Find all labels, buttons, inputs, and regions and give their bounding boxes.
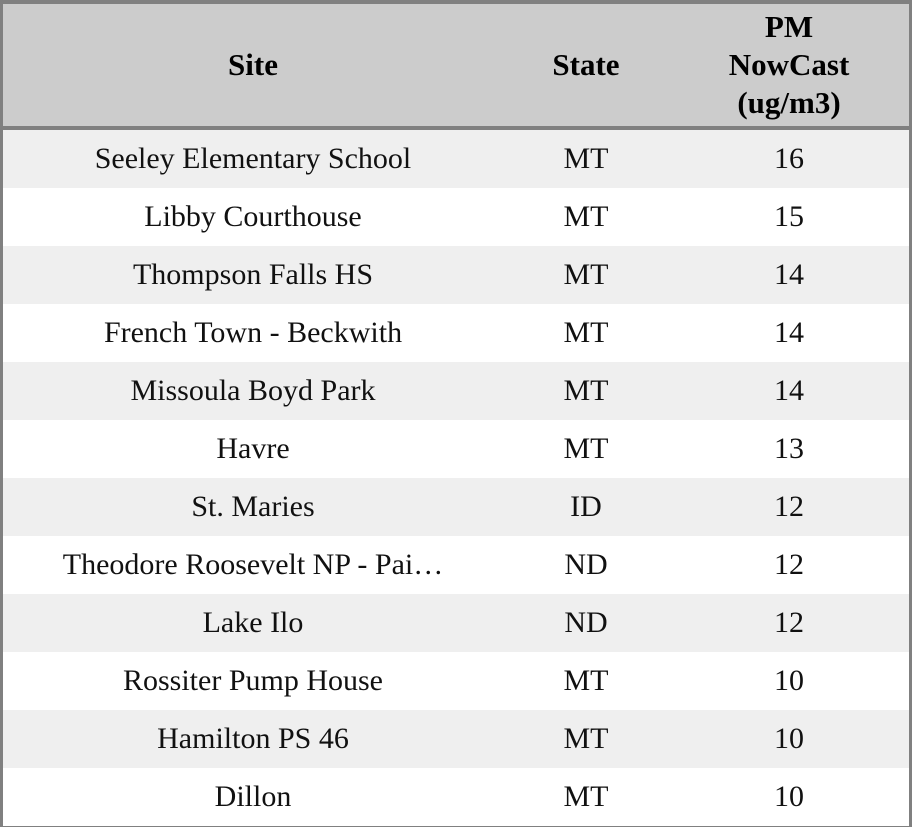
cell-pm-nowcast: 14 — [669, 304, 909, 362]
cell-state: MT — [503, 710, 669, 768]
cell-site: Thompson Falls HS — [3, 246, 503, 304]
cell-site: Dillon — [3, 768, 503, 826]
cell-pm-nowcast: 12 — [669, 536, 909, 594]
column-header-site-label: Site — [228, 47, 278, 82]
column-header-pm-nowcast[interactable]: PM NowCast (ug/m3) — [669, 4, 909, 130]
cell-pm-nowcast: 10 — [669, 768, 909, 826]
table-row[interactable]: Hamilton PS 46 MT 10 — [3, 710, 909, 768]
table-row[interactable]: Seeley Elementary School MT 16 — [3, 128, 909, 188]
cell-state: MT — [503, 362, 669, 420]
table-row[interactable]: Missoula Boyd Park MT 14 — [3, 362, 909, 420]
cell-state: MT — [503, 652, 669, 710]
cell-site: Rossiter Pump House — [3, 652, 503, 710]
cell-state: MT — [503, 768, 669, 826]
cell-pm-nowcast: 10 — [669, 652, 909, 710]
column-header-pm-nowcast-line1: PM — [764, 9, 814, 44]
cell-pm-nowcast: 12 — [669, 478, 909, 536]
header-row: Site State PM NowCast (ug/m3) — [3, 4, 909, 130]
cell-state: ID — [503, 478, 669, 536]
cell-site: Libby Courthouse — [3, 188, 503, 246]
column-header-pm-nowcast-line2: NowCast — [728, 47, 850, 82]
table-body: Seeley Elementary School MT 16 Libby Courth… — [3, 128, 909, 826]
cell-pm-nowcast: 10 — [669, 710, 909, 768]
column-header-state[interactable]: State — [503, 4, 669, 130]
table-header: Site State PM NowCast (ug/m3) — [3, 4, 909, 130]
cell-pm-nowcast: 14 — [669, 362, 909, 420]
cell-pm-nowcast: 14 — [669, 246, 909, 304]
table-row[interactable]: Theodore Roosevelt NP - Pai… ND 12 — [3, 536, 909, 594]
cell-pm-nowcast: 16 — [669, 128, 909, 188]
column-header-pm-nowcast-line3: (ug/m3) — [737, 85, 841, 120]
table-row[interactable]: Lake Ilo ND 12 — [3, 594, 909, 652]
cell-site: Hamilton PS 46 — [3, 710, 503, 768]
table-row[interactable]: Libby Courthouse MT 15 — [3, 188, 909, 246]
cell-state: MT — [503, 188, 669, 246]
cell-state: MT — [503, 420, 669, 478]
cell-site: Havre — [3, 420, 503, 478]
cell-site: Seeley Elementary School — [3, 128, 503, 188]
table-row[interactable]: St. Maries ID 12 — [3, 478, 909, 536]
cell-pm-nowcast: 15 — [669, 188, 909, 246]
column-header-site[interactable]: Site — [3, 4, 503, 130]
cell-site: Theodore Roosevelt NP - Pai… — [3, 536, 503, 594]
table-row[interactable]: Thompson Falls HS MT 14 — [3, 246, 909, 304]
cell-pm-nowcast: 13 — [669, 420, 909, 478]
table-row[interactable]: French Town - Beckwith MT 14 — [3, 304, 909, 362]
cell-pm-nowcast: 12 — [669, 594, 909, 652]
cell-site: Missoula Boyd Park — [3, 362, 503, 420]
cell-site: French Town - Beckwith — [3, 304, 503, 362]
table-row[interactable]: Dillon MT 10 — [3, 768, 909, 826]
pm-nowcast-table: Site State PM NowCast (ug/m3) Seeley Ele… — [3, 4, 909, 826]
cell-state: ND — [503, 594, 669, 652]
cell-site: St. Maries — [3, 478, 503, 536]
cell-state: MT — [503, 246, 669, 304]
cell-site: Lake Ilo — [3, 594, 503, 652]
table-row[interactable]: Havre MT 13 — [3, 420, 909, 478]
cell-state: ND — [503, 536, 669, 594]
table-row[interactable]: Rossiter Pump House MT 10 — [3, 652, 909, 710]
cell-state: MT — [503, 304, 669, 362]
column-header-state-label: State — [552, 47, 620, 82]
cell-state: MT — [503, 128, 669, 188]
